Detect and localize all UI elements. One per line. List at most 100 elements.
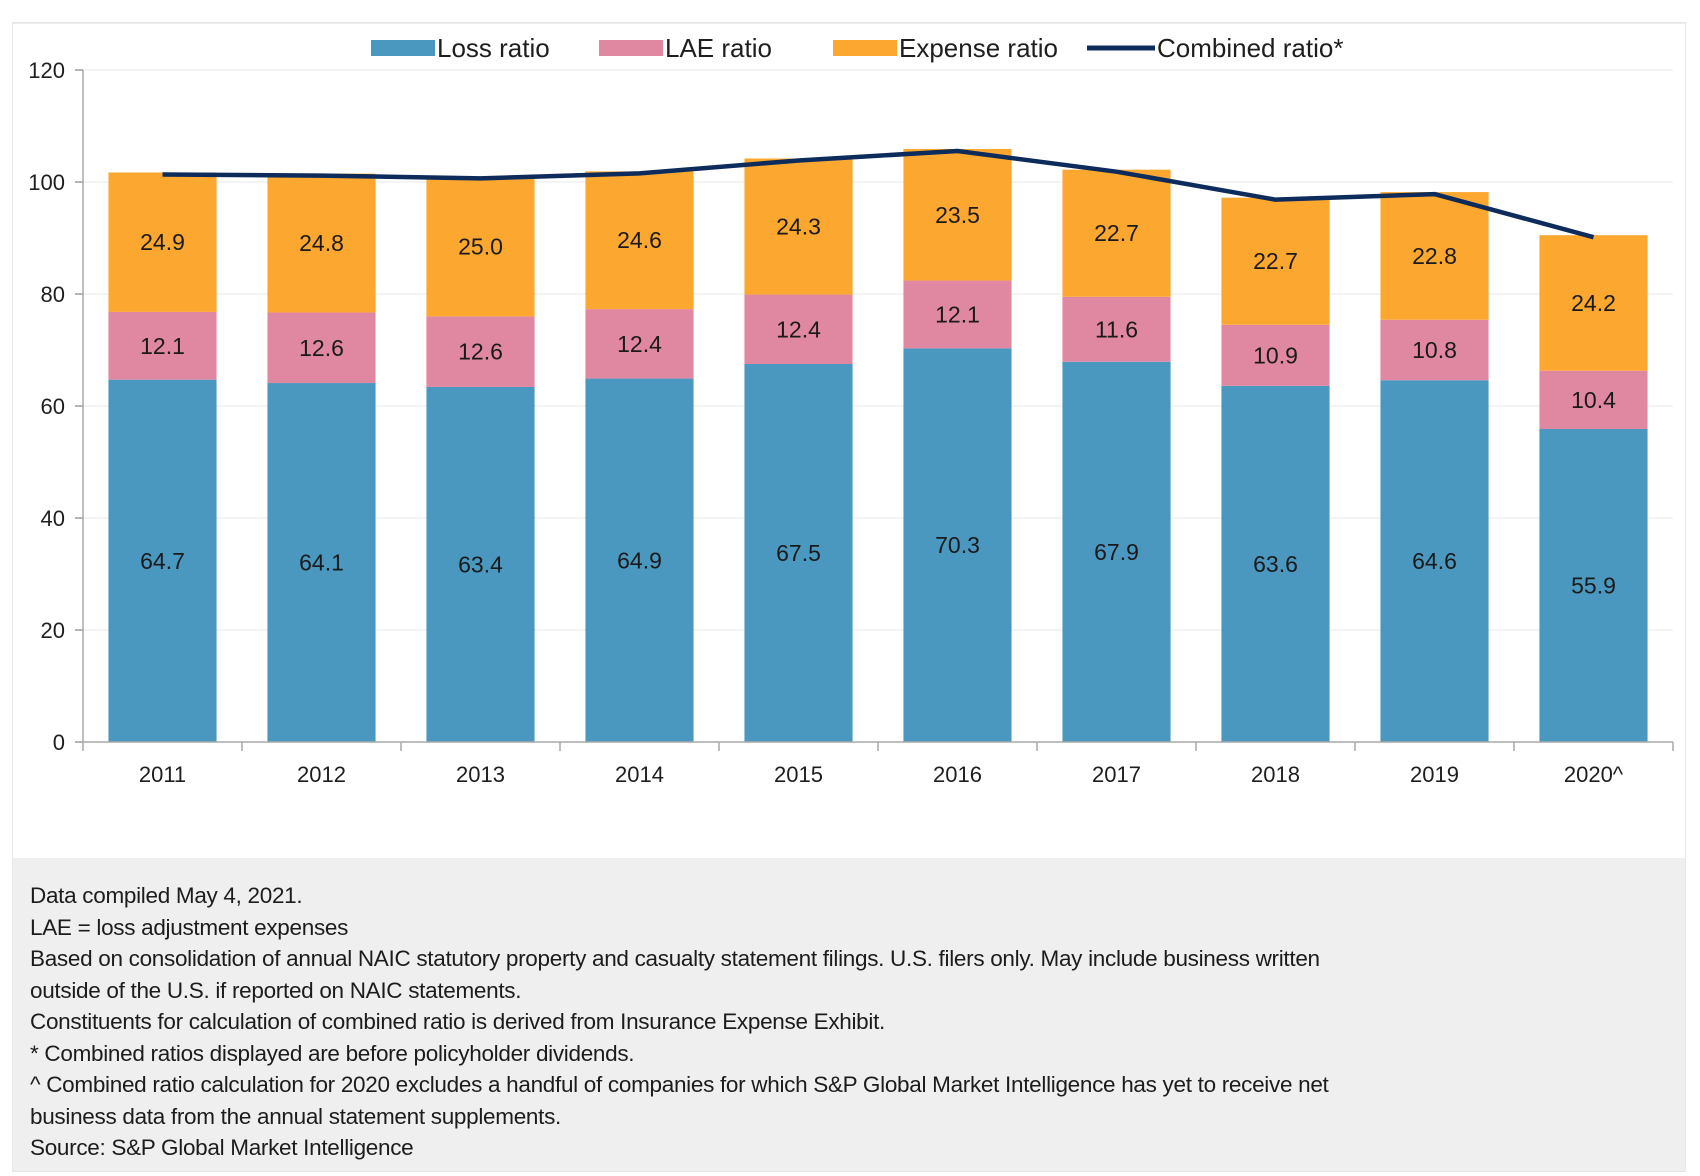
legend-label-combined-ratio: Combined ratio* (1157, 33, 1343, 63)
legend-item-loss-ratio: Loss ratio (371, 33, 550, 63)
bar-lae-ratio (426, 316, 535, 387)
bar-lae-ratio (1062, 296, 1171, 362)
data-label-expense-ratio: 23.5 (935, 202, 980, 228)
axes: 0 20 40 60 80 100 120 2011 2012 2013 2014 2015 2016 2… (28, 58, 1674, 787)
note-consolidation: Based on consolidation of annual NAIC st… (30, 946, 1320, 971)
data-label-expense-ratio: 24.6 (617, 227, 662, 253)
chart-area: 0 20 40 60 80 100 120 2011 2012 2013 2014 2015 2016 2… (13, 24, 1685, 858)
legend-item-lae-ratio: LAE ratio (599, 33, 772, 63)
bar-expense-ratio (1062, 169, 1171, 297)
data-label-loss-ratio: 63.6 (1253, 551, 1298, 577)
legend-item-combined-ratio: Combined ratio* (1087, 33, 1343, 63)
footnotes: Data compiled May 4, 2021. LAE = loss ad… (30, 880, 1670, 1164)
combined-ratio-line-group (162, 148, 1595, 240)
note-2020-caret: ^ Combined ratio calculation for 2020 ex… (30, 1072, 1329, 1097)
bar-loss-ratio (1221, 385, 1330, 742)
bar-lae-ratio (903, 280, 1012, 349)
legend-label-expense-ratio: Expense ratio (899, 33, 1058, 63)
bar-lae-ratio (1539, 370, 1648, 429)
x-tick-label: 2014 (615, 762, 664, 787)
data-label-expense-ratio: 24.8 (299, 230, 344, 256)
bar-expense-ratio (426, 176, 535, 317)
x-tick-label: 2011 (139, 762, 186, 787)
note-source: Source: S&P Global Market Intelligence (30, 1135, 414, 1160)
combined-ratio-line (162, 148, 1595, 240)
data-label-expense-ratio: 22.7 (1253, 248, 1298, 274)
bar-lae-ratio (108, 311, 217, 380)
data-label-loss-ratio: 55.9 (1571, 572, 1616, 598)
x-tick-label: 2016 (933, 762, 982, 787)
legend-label-loss-ratio: Loss ratio (437, 33, 550, 63)
data-labels: 64.7 12.1 24.9 64.1 12.6 24.8 63.4 12.6 25.0 64.9… (140, 202, 1616, 599)
note-consolidation-cont: outside of the U.S. if reported on NAIC … (30, 977, 522, 1003)
y-tick-label: 0 (53, 730, 65, 755)
bar-expense-ratio (267, 173, 376, 313)
bar-expense-ratio (903, 148, 1012, 281)
bar-loss-ratio (1539, 428, 1648, 742)
bar-expense-ratio (1380, 192, 1489, 320)
bar-expense-ratio (108, 172, 217, 312)
x-tick-label: 2013 (456, 762, 505, 787)
data-label-lae-ratio: 12.1 (935, 301, 980, 327)
note-2020-caret-cont: business data from the annual statement … (30, 1103, 561, 1129)
bar-lae-ratio (744, 294, 853, 364)
data-label-expense-ratio: 25.0 (458, 233, 503, 259)
data-label-lae-ratio: 12.4 (776, 316, 821, 342)
bar-expense-ratio (1539, 235, 1648, 371)
y-tick-label: 80 (41, 282, 65, 307)
note-constituents: Constituents for calculation of combined… (30, 1009, 885, 1034)
bars (108, 148, 1648, 742)
stacked-bar-chart: 0 20 40 60 80 100 120 2011 2012 2013 2014 2015 2016 2… (28, 33, 1674, 787)
note-combined-ratio-asterisk: * Combined ratios displayed are before p… (30, 1040, 635, 1066)
x-tick-label: 2015 (774, 762, 823, 787)
bar-lae-ratio (267, 312, 376, 384)
bar-expense-ratio (1221, 197, 1330, 325)
data-label-loss-ratio: 64.1 (299, 550, 344, 576)
data-label-loss-ratio: 64.6 (1412, 548, 1457, 574)
data-label-expense-ratio: 24.3 (776, 214, 821, 240)
data-label-loss-ratio: 67.9 (1094, 539, 1139, 565)
data-label-lae-ratio: 11.6 (1095, 316, 1138, 342)
data-label-loss-ratio: 67.5 (776, 540, 821, 566)
x-tick-label: 2018 (1251, 762, 1300, 787)
data-label-expense-ratio: 24.9 (140, 229, 185, 255)
legend-item-expense-ratio: Expense ratio (833, 33, 1058, 63)
legend-swatch-expense-ratio (833, 40, 897, 56)
data-label-lae-ratio: 10.9 (1253, 342, 1298, 368)
bar-loss-ratio (426, 386, 535, 742)
bar-loss-ratio (1062, 361, 1171, 742)
bar-loss-ratio (585, 378, 694, 742)
data-label-lae-ratio: 12.1 (140, 333, 185, 359)
bar-loss-ratio (108, 379, 217, 742)
x-tick-label: 2012 (297, 762, 346, 787)
bar-lae-ratio (1380, 319, 1489, 381)
bar-loss-ratio (903, 348, 1012, 742)
data-label-loss-ratio: 63.4 (458, 551, 503, 577)
bar-loss-ratio (267, 383, 376, 742)
data-label-expense-ratio: 22.8 (1412, 243, 1457, 269)
legend-swatch-loss-ratio (371, 40, 435, 56)
legend: Loss ratio LAE ratio Expense ratio Combined… (371, 33, 1343, 63)
x-tick-label: 2019 (1410, 762, 1459, 787)
bar-lae-ratio (1221, 324, 1330, 386)
data-label-lae-ratio: 10.8 (1412, 337, 1457, 363)
data-label-loss-ratio: 64.9 (617, 547, 662, 573)
data-label-lae-ratio: 12.4 (617, 331, 662, 357)
bar-lae-ratio (585, 309, 694, 379)
data-label-lae-ratio: 10.4 (1571, 387, 1616, 413)
bar-loss-ratio (1380, 380, 1489, 742)
y-tick-label: 60 (41, 394, 65, 419)
x-tick-label: 2017 (1092, 762, 1141, 787)
y-tick-label: 100 (28, 170, 65, 195)
y-tick-label: 20 (41, 618, 65, 643)
data-label-expense-ratio: 22.7 (1094, 220, 1139, 246)
note-data-compiled: Data compiled May 4, 2021. (30, 883, 303, 908)
y-tick-label: 40 (41, 506, 65, 531)
legend-label-lae-ratio: LAE ratio (665, 33, 772, 63)
data-label-loss-ratio: 70.3 (935, 532, 980, 558)
bar-loss-ratio (744, 364, 853, 742)
legend-swatch-lae-ratio (599, 40, 663, 56)
y-tick-label: 120 (28, 58, 65, 83)
note-lae-definition: LAE = loss adjustment expenses (30, 914, 349, 940)
data-label-expense-ratio: 24.2 (1571, 290, 1616, 316)
